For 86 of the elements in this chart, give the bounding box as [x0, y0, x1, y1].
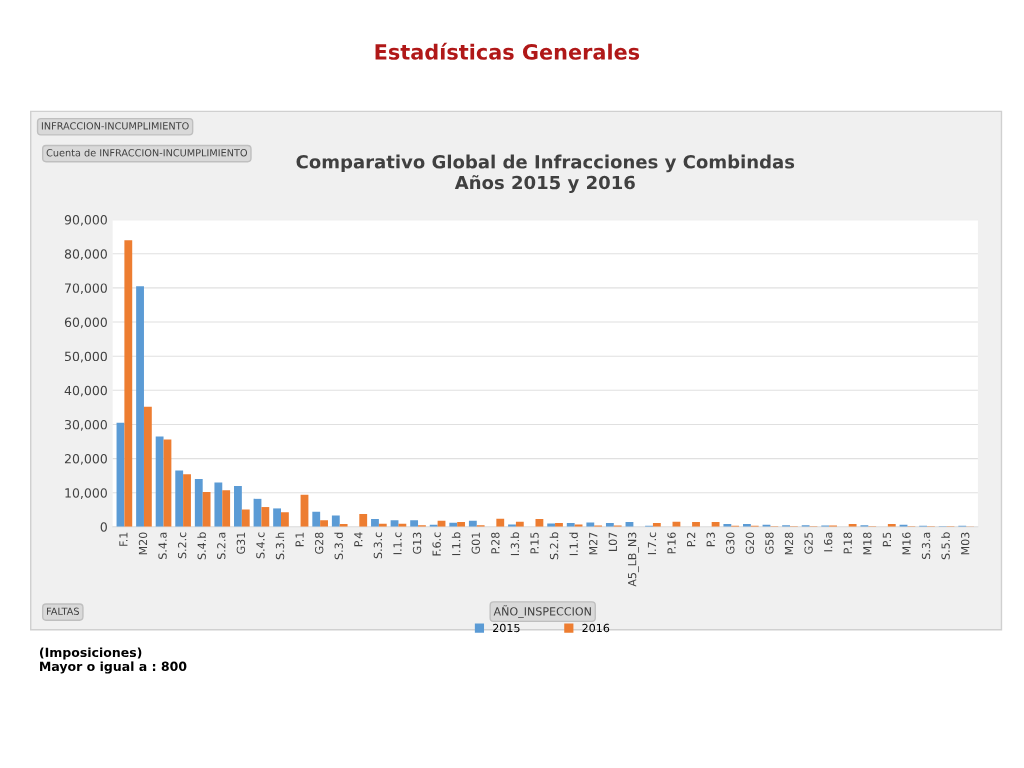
y-tick-label: 70,000 [65, 283, 107, 295]
x-tick-label: P.1 [295, 532, 304, 547]
x-tick-label: P.28 [491, 532, 500, 554]
x-tick-label: G20 [745, 532, 755, 554]
x-tick-label: G25 [804, 532, 813, 554]
x-tick-label: I.6a [823, 532, 833, 552]
y-tick-label: 90,000 [64, 215, 107, 226]
x-tick-label: P.18 [843, 532, 852, 554]
x-tick-label: S.4.c [256, 532, 265, 559]
bar [281, 512, 289, 527]
y-tick-label: 40,000 [64, 385, 107, 397]
x-tick-label: G01 [471, 532, 480, 554]
bar [183, 474, 191, 527]
text: Cuenta de INFRACCION-INCUMPLIMIENTO [46, 148, 248, 157]
bar [410, 520, 419, 527]
x-tick-label: S.2.c [177, 532, 187, 559]
x-tick-label: P.4 [354, 532, 363, 547]
y-tick-label: 0 [100, 522, 107, 532]
x-tick-label: G31 [236, 532, 246, 554]
x-tick-label: M16 [902, 532, 911, 555]
x-tick-label: F.1 [119, 532, 128, 546]
bar [535, 519, 544, 527]
x-tick-label: S.5.b [941, 532, 950, 560]
bar [371, 519, 379, 527]
bar [202, 492, 211, 527]
x-tick-label: P.15 [530, 532, 539, 554]
x-tick-label: S.2.b [549, 532, 559, 560]
bar [136, 286, 144, 527]
x-tick-label: P.5 [882, 532, 892, 547]
text: FALTAS [47, 607, 79, 615]
y-tick-label: 30,000 [64, 419, 107, 431]
bar [175, 470, 184, 527]
x-tick-label: L07 [608, 532, 618, 551]
bar [124, 240, 133, 527]
y-tick-label: 80,000 [64, 249, 107, 260]
x-tick-label: S.4.b [197, 532, 206, 560]
bar [320, 520, 328, 527]
bar [312, 511, 321, 527]
legend-label: 2015 [493, 623, 520, 633]
x-tick-label: F.6.c [432, 532, 441, 556]
x-tick-label: I.3.b [510, 532, 520, 556]
bar [261, 507, 270, 527]
x-tick-label: S.2.a [217, 532, 226, 559]
chart-title: Comparativo Global de Infracciones y Combindas Años 2015 y 2016 [296, 154, 795, 193]
x-tick-label: P.16 [667, 532, 676, 554]
x-tick-label: I.7.c [647, 532, 657, 555]
text: Estadísticas Generales [375, 42, 640, 60]
x-tick-label: M03 [960, 532, 970, 555]
x-tick-label: S.4.a [158, 532, 167, 559]
x-tick-label: I.1.b [451, 532, 461, 556]
x-tick-label: G58 [765, 532, 774, 554]
x-tick-label: S.3.d [334, 532, 343, 560]
x-tick-label: G13 [412, 532, 422, 554]
bar [214, 482, 223, 527]
bar [234, 485, 242, 527]
x-tick-label: S.3.c [373, 532, 383, 559]
x-tick-label: A5_LB_N3 [627, 532, 639, 587]
x-tick-label: S.3.a [921, 532, 931, 559]
x-tick-label: G28 [314, 532, 324, 554]
bar [586, 522, 595, 527]
x-tick-label: M20 [138, 532, 148, 555]
x-tick-label: M28 [784, 532, 794, 555]
x-tick-label: G30 [726, 532, 735, 554]
y-tick-label: 60,000 [64, 317, 107, 329]
x-tick-label: S.3.h [275, 532, 285, 560]
bar [273, 508, 281, 527]
y-tick-label: 20,000 [64, 454, 107, 465]
legend-label: 2016 [582, 623, 610, 633]
bar [194, 479, 203, 527]
text: INFRACCION-INCUMPLIMIENTO [41, 122, 189, 130]
bar [241, 509, 250, 527]
legend-title: AÑO_INSPECCION [493, 605, 591, 619]
x-tick-label: I.1.c [393, 532, 402, 555]
y-tick-label: 10,000 [65, 488, 107, 499]
bar [222, 490, 231, 527]
bar [155, 436, 164, 527]
bar [331, 515, 340, 527]
bar [359, 513, 368, 527]
x-tick-label: P.2 [686, 532, 696, 547]
text: (Imposiciones) Mayor o igual a : 800 [39, 647, 187, 674]
x-tick-label: P.3 [706, 532, 715, 547]
x-tick-label: M27 [589, 532, 598, 555]
bar [143, 406, 152, 527]
x-tick-label: M18 [863, 532, 872, 555]
y-tick-label: 50,000 [65, 351, 107, 363]
x-tick-label: I.1.d [569, 532, 578, 556]
